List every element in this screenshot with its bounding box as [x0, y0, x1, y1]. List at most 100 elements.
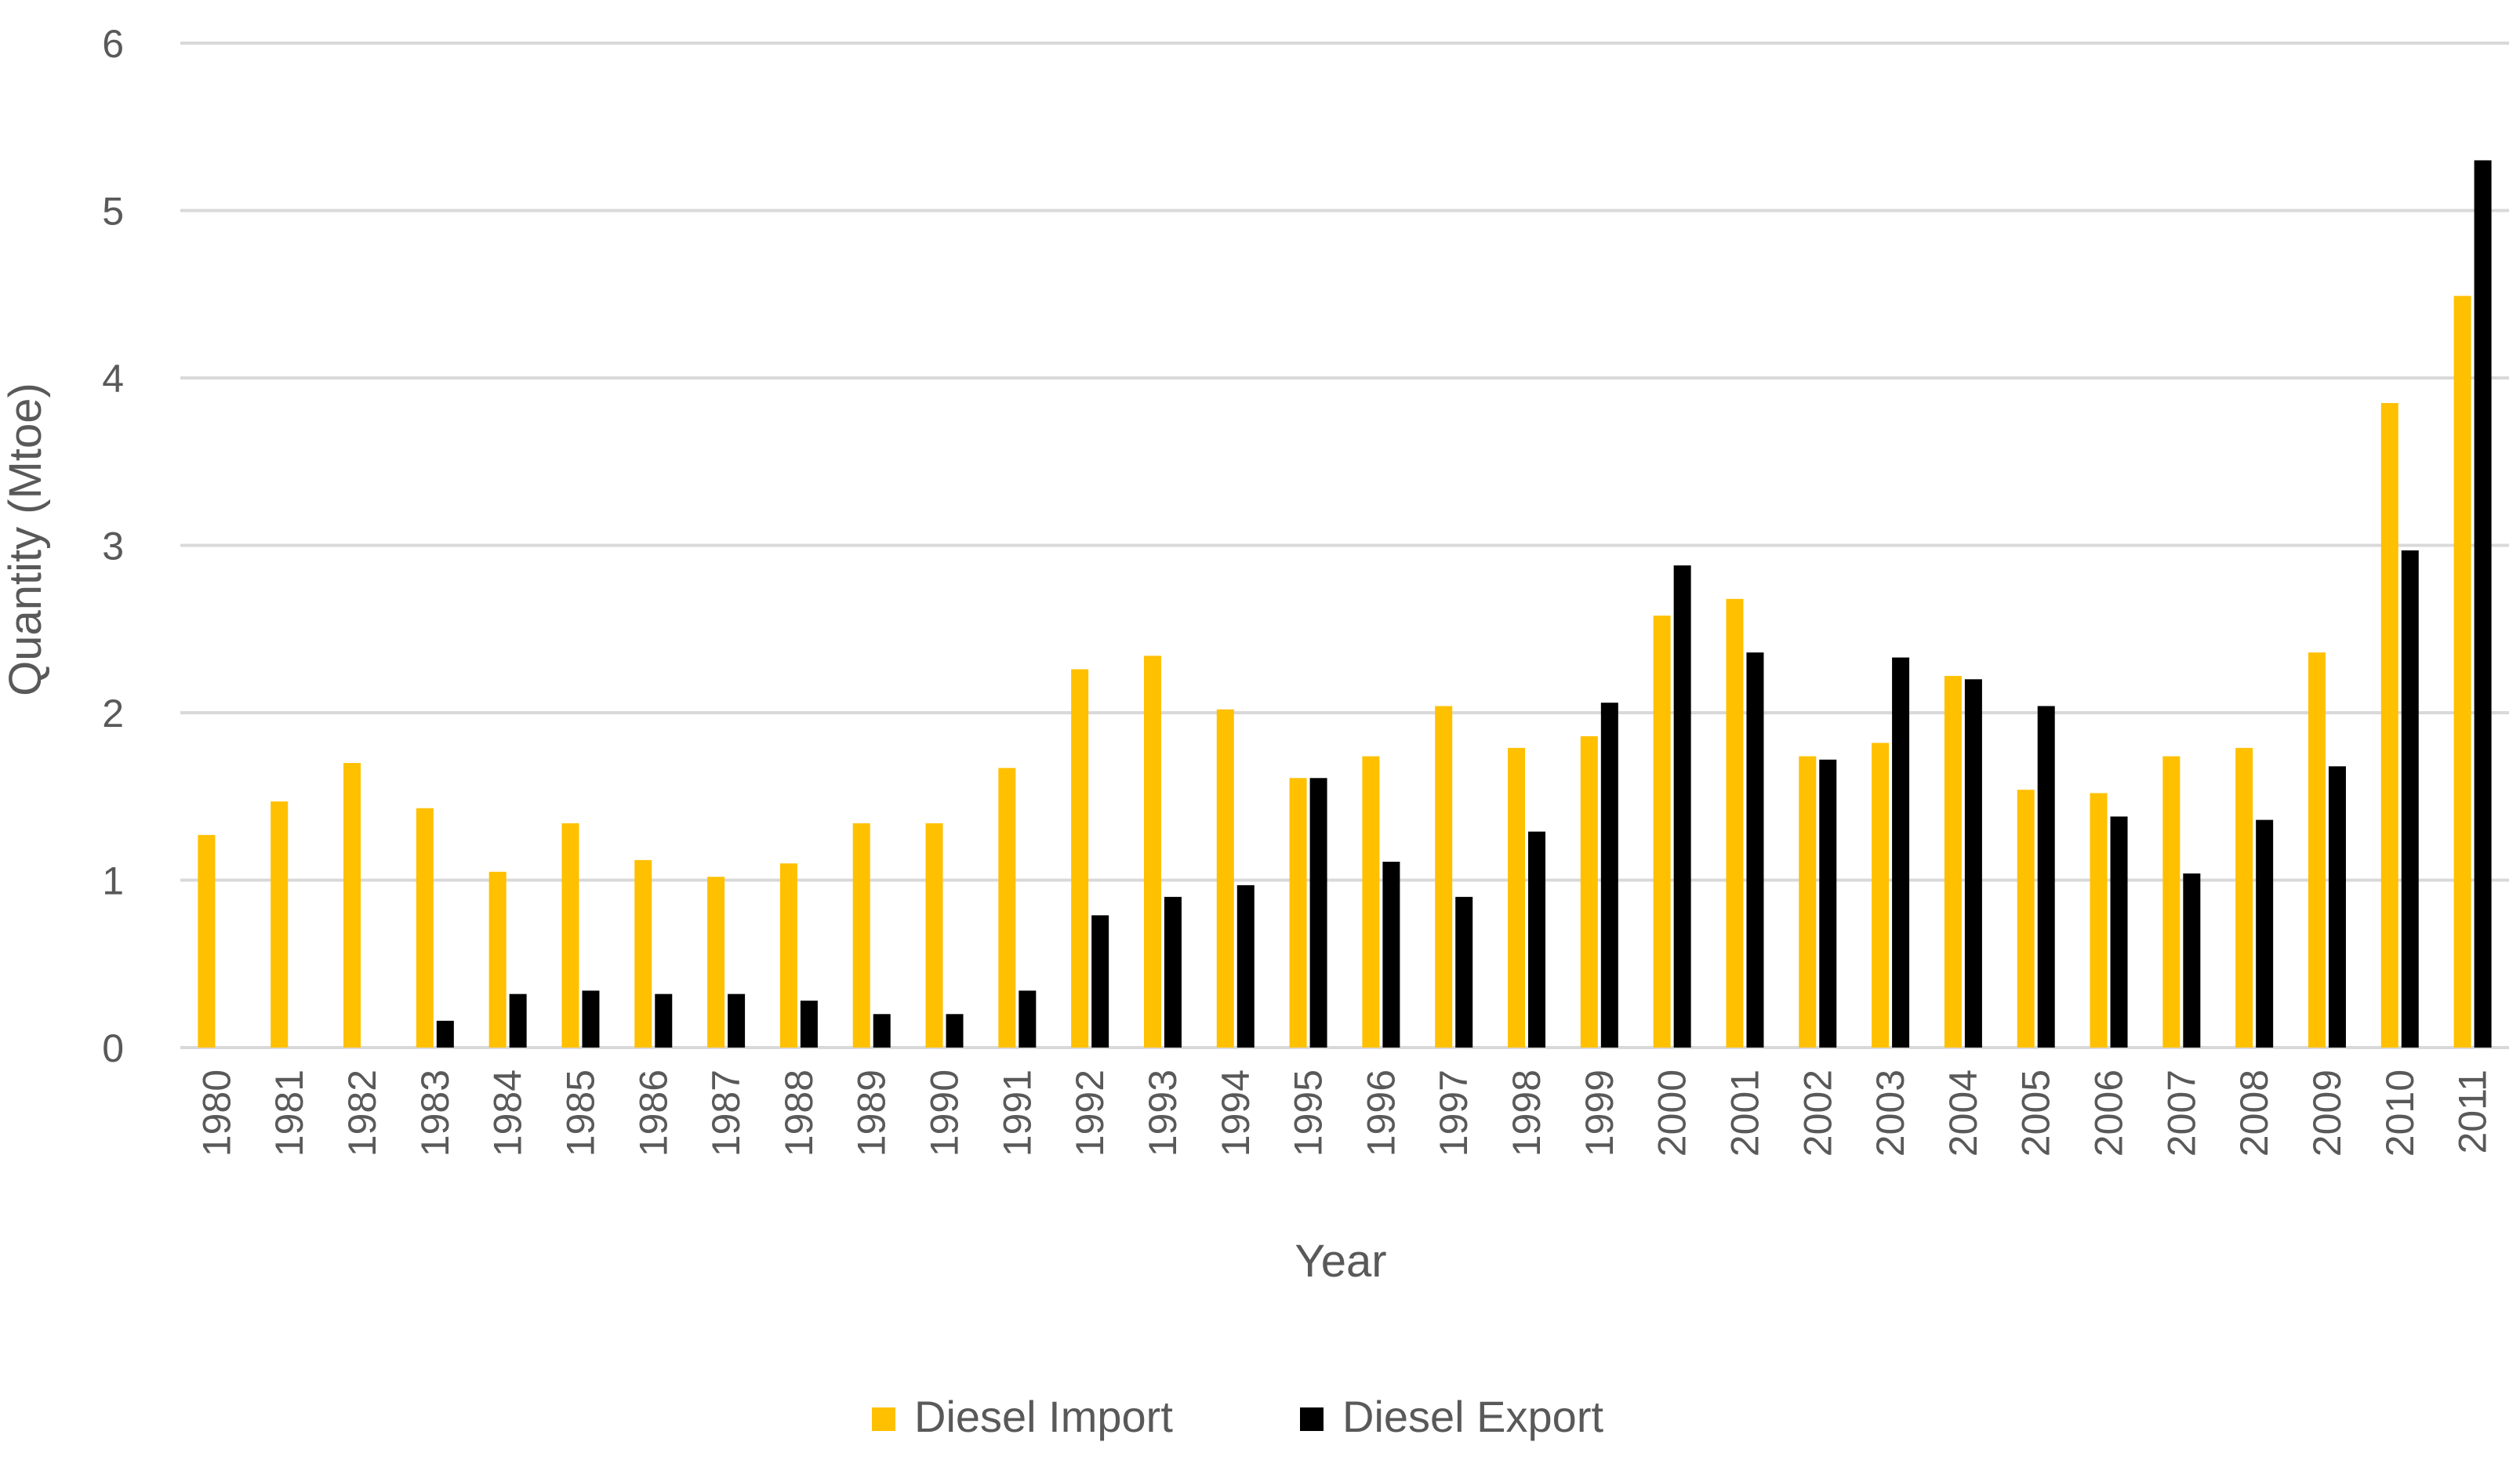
bar-diesel-export-2009	[2328, 766, 2346, 1048]
bar-diesel-import-2005	[2017, 790, 2035, 1048]
bar-diesel-import-2009	[2308, 652, 2326, 1048]
bar-diesel-import-1993	[1143, 656, 1161, 1048]
x-tick-label-1983: 1983	[413, 1070, 457, 1157]
bar-diesel-export-1983	[436, 1020, 454, 1048]
x-tick-label-1994: 1994	[1214, 1070, 1258, 1157]
y-tick-label-6: 6	[102, 22, 124, 66]
bar-diesel-import-1982	[343, 763, 361, 1048]
bar-diesel-export-1997	[1455, 896, 1473, 1048]
x-tick-label-1997: 1997	[1432, 1070, 1476, 1157]
y-axis-title: Quantity (Mtoe)	[0, 383, 51, 696]
x-tick-label-1987: 1987	[704, 1070, 748, 1157]
bar-diesel-export-1991	[1019, 990, 1037, 1048]
x-tick-label-1986: 1986	[631, 1070, 675, 1157]
bar-diesel-import-1991	[998, 768, 1016, 1048]
x-tick-label-2001: 2001	[1723, 1070, 1767, 1157]
bar-diesel-export-1999	[1600, 703, 1618, 1048]
bar-diesel-import-1986	[634, 859, 652, 1048]
bar-diesel-import-2008	[2235, 747, 2253, 1048]
bar-diesel-import-2003	[1872, 743, 1890, 1048]
x-tick-label-1995: 1995	[1287, 1070, 1331, 1157]
x-tick-label-2005: 2005	[2014, 1070, 2058, 1157]
bar-diesel-import-1981	[271, 801, 289, 1048]
x-tick-label-2004: 2004	[1941, 1070, 1985, 1157]
bar-diesel-export-1985	[582, 990, 600, 1048]
y-tick-label-5: 5	[102, 190, 124, 234]
bar-diesel-export-1989	[873, 1014, 891, 1048]
bar-diesel-import-2006	[2090, 793, 2108, 1048]
bar-diesel-export-1990	[946, 1014, 964, 1048]
bar-diesel-export-2008	[2256, 819, 2274, 1048]
x-tick-label-1988: 1988	[777, 1070, 821, 1157]
x-tick-label-2008: 2008	[2232, 1070, 2276, 1157]
bar-diesel-export-2006	[2110, 816, 2128, 1048]
bar-diesel-export-1995	[1309, 778, 1327, 1048]
x-tick-label-1984: 1984	[486, 1070, 530, 1157]
bar-diesel-import-1985	[561, 823, 579, 1048]
legend-label-diesel-import: Diesel Import	[914, 1392, 1173, 1441]
bar-diesel-export-1993	[1164, 896, 1182, 1048]
y-tick-label-4: 4	[102, 357, 124, 401]
x-tick-label-1993: 1993	[1141, 1070, 1185, 1157]
x-tick-label-1980: 1980	[194, 1070, 238, 1157]
bar-diesel-import-1998	[1508, 747, 1526, 1048]
x-tick-label-1992: 1992	[1068, 1070, 1112, 1157]
bar-diesel-export-2003	[1892, 657, 1910, 1048]
legend-label-diesel-export: Diesel Export	[1342, 1392, 1603, 1441]
bar-diesel-import-1990	[925, 823, 943, 1048]
bar-diesel-export-2004	[1964, 679, 1982, 1048]
bar-diesel-import-1983	[416, 808, 434, 1048]
x-axis-title: Year	[1294, 1236, 1386, 1287]
bar-diesel-import-2002	[1799, 756, 1817, 1048]
x-tick-label-2000: 2000	[1650, 1070, 1694, 1157]
x-tick-label-1985: 1985	[558, 1070, 602, 1157]
x-tick-label-1982: 1982	[340, 1070, 384, 1157]
bar-diesel-import-1997	[1435, 706, 1453, 1048]
x-tick-label-1989: 1989	[850, 1070, 894, 1157]
x-tick-label-1981: 1981	[267, 1070, 311, 1157]
bar-diesel-import-1995	[1289, 778, 1307, 1048]
y-axis-ticks: 0 1 2 3 4 5 6	[102, 22, 124, 1070]
bar-diesel-export-2001	[1746, 652, 1764, 1048]
bar-diesel-import-2007	[2162, 756, 2180, 1048]
y-tick-label-2: 2	[102, 692, 124, 735]
bar-diesel-export-1988	[800, 1001, 818, 1048]
bar-diesel-export-2011	[2474, 160, 2492, 1048]
bar-diesel-import-1996	[1362, 756, 1380, 1048]
bar-diesel-import-1989	[852, 823, 870, 1048]
bar-diesel-export-2010	[2401, 550, 2419, 1048]
bar-diesel-import-1987	[707, 877, 725, 1048]
x-tick-label-1990: 1990	[923, 1070, 967, 1157]
x-tick-label-2010: 2010	[2378, 1070, 2422, 1157]
bar-diesel-import-1980	[198, 834, 216, 1048]
bar-diesel-export-1992	[1091, 915, 1109, 1048]
x-tick-label-1996: 1996	[1359, 1070, 1403, 1157]
x-tick-label-2006: 2006	[2087, 1070, 2131, 1157]
bar-diesel-import-2001	[1726, 598, 1744, 1048]
y-tick-label-1: 1	[102, 859, 124, 903]
x-tick-label-2009: 2009	[2305, 1070, 2349, 1157]
legend: Diesel Import Diesel Export	[872, 1392, 1603, 1441]
bar-diesel-export-2007	[2183, 873, 2201, 1048]
gridlines	[180, 42, 2509, 1049]
y-tick-label-0: 0	[102, 1026, 124, 1070]
x-tick-label-2003: 2003	[1868, 1070, 1912, 1157]
x-tick-label-1991: 1991	[995, 1070, 1039, 1157]
bar-diesel-import-1999	[1580, 735, 1598, 1048]
bar-diesel-import-2000	[1653, 616, 1671, 1048]
bar-diesel-import-2004	[1944, 676, 1962, 1048]
y-tick-label-3: 3	[102, 525, 124, 568]
bar-diesel-export-1987	[728, 993, 746, 1048]
bar-diesel-import-1984	[488, 871, 507, 1048]
bar-diesel-export-2000	[1673, 565, 1691, 1048]
bar-diesel-export-2005	[2037, 706, 2055, 1048]
x-axis-ticks: 1980 1981 1982 1983 1984 1985 1986 1987 1988 1989…	[194, 1070, 2494, 1157]
bar-diesel-export-1998	[1528, 831, 1546, 1048]
bar-diesel-import-2011	[2453, 296, 2471, 1048]
bar-diesel-import-2010	[2380, 403, 2398, 1048]
bar-diesel-import-1994	[1216, 709, 1234, 1048]
legend-swatch-diesel-export	[1300, 1407, 1324, 1431]
bar-diesel-import-1992	[1071, 669, 1089, 1048]
x-tick-label-1999: 1999	[1578, 1070, 1621, 1157]
